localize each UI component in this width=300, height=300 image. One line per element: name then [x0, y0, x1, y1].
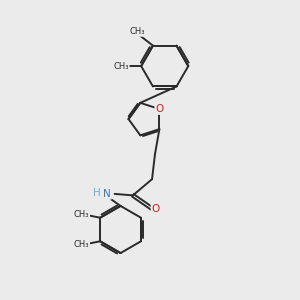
Text: CH₃: CH₃ [113, 61, 129, 70]
Text: O: O [152, 204, 160, 214]
Text: CH₃: CH₃ [129, 27, 145, 36]
Text: H: H [93, 188, 101, 198]
Text: CH₃: CH₃ [74, 210, 89, 219]
Text: N: N [103, 189, 111, 199]
Text: O: O [155, 104, 164, 114]
Text: CH₃: CH₃ [74, 240, 89, 249]
